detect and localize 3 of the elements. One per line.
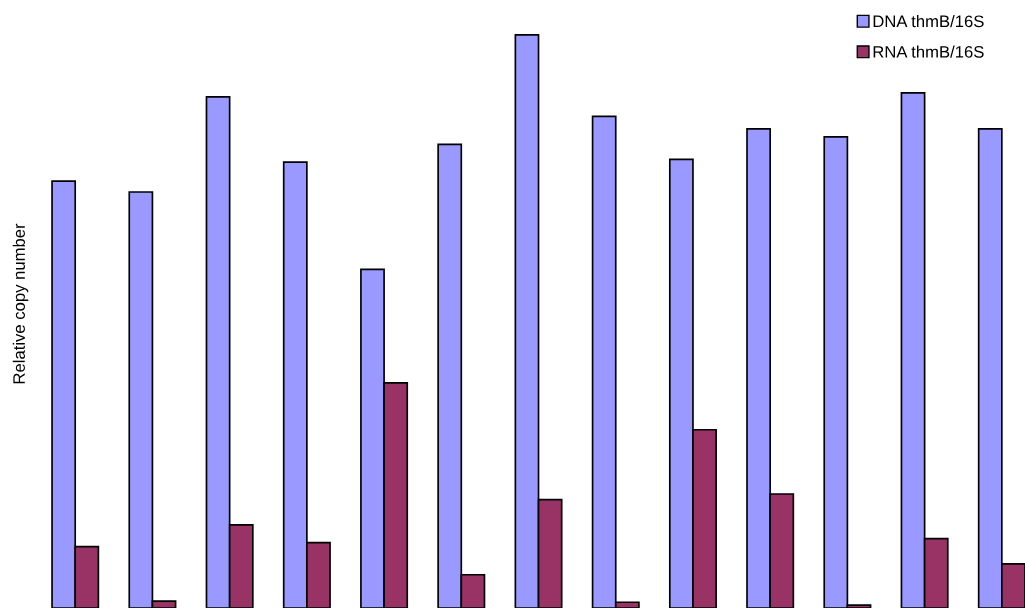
y-axis-title: Relative copy number (12, 223, 29, 384)
legend-label: DNA thmB/16S (873, 15, 984, 28)
legend-label: RNA thmB/16S (873, 45, 984, 58)
